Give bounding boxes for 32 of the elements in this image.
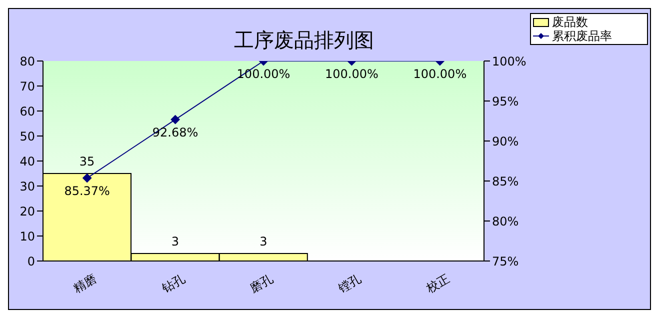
y-tick-label: 50: [20, 129, 35, 144]
data-label: 85.37%: [64, 184, 110, 198]
y2-tick-label: 90%: [492, 134, 519, 148]
x-tick-label: 钻孔: [158, 271, 188, 296]
legend-label: 废品数: [552, 15, 588, 29]
y-tick-label: 10: [20, 229, 35, 244]
y2-tick-label: 100%: [492, 54, 526, 68]
y2-tick-label: 95%: [492, 94, 519, 108]
data-label: 100.00%: [413, 67, 467, 81]
legend-label: 累积废品率: [552, 29, 612, 43]
x-tick-label: 磨孔: [248, 271, 276, 296]
y2-tick-label: 75%: [492, 254, 519, 268]
point: [82, 174, 92, 183]
x-tick-label: 校正: [423, 271, 452, 296]
x-tick-label: 镗孔: [334, 271, 364, 296]
y2-tick-label: 80%: [492, 214, 519, 228]
y-tick-label: 40: [20, 154, 35, 168]
y-tick-label: 30: [20, 179, 35, 194]
data-label: 92.68%: [152, 126, 198, 140]
data-label: 35: [79, 154, 95, 168]
y-tick-label: 0: [27, 254, 35, 268]
y-tick-label: 60: [20, 104, 35, 118]
y-tick-label: 80: [20, 54, 35, 68]
y-tick-label: 70: [20, 79, 35, 94]
point: [170, 115, 180, 124]
data-label: 100.00%: [325, 67, 378, 81]
data-label: 3: [260, 234, 268, 248]
chart-title: 工序废品排列图: [234, 28, 374, 52]
y2-tick-label: 85%: [492, 174, 519, 188]
data-label: 3: [171, 234, 180, 248]
x-tick-label: 精磨: [71, 271, 99, 296]
y-tick-label: 20: [20, 204, 35, 218]
